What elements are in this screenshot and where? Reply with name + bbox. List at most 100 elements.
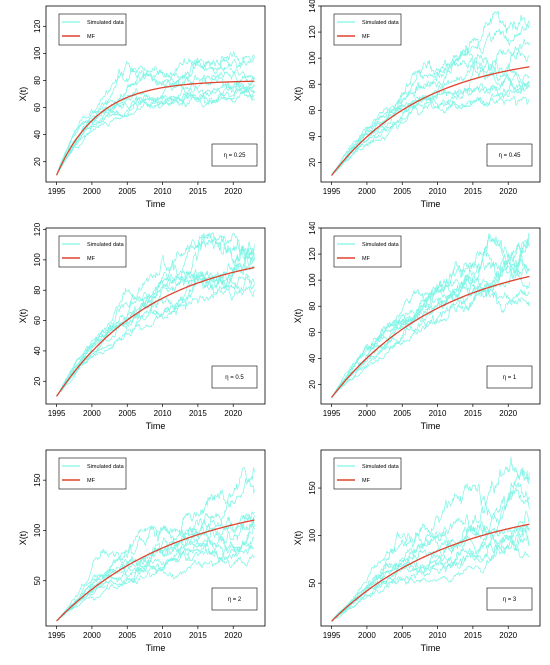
legend-mf-label: MF xyxy=(87,256,96,262)
chart-panel-3: 1995 2000 2005 2010 2015 2020 20 40 60 80 100 120 Ti… xyxy=(0,222,275,443)
simulated-path-2 xyxy=(56,519,255,622)
chart-panel-6: 1995 2000 2005 2010 2015 2020 50 100 150 Time X(t)… xyxy=(275,444,550,665)
y-tick-label: 80 xyxy=(33,285,42,294)
simulated-path-10 xyxy=(56,512,255,622)
x-tick-label: 2000 xyxy=(83,631,101,640)
simulated-path-6 xyxy=(56,80,255,176)
legend-simulated-label: Simulated data xyxy=(87,20,125,26)
x-tick-label: 2005 xyxy=(393,409,411,418)
x-tick-label: 1995 xyxy=(48,409,66,418)
chart-svg: 1995 2000 2005 2010 2015 202020406080100120Ti… xyxy=(18,222,266,431)
simulated-path-7 xyxy=(331,263,530,398)
simulated-path-2 xyxy=(331,521,530,622)
simulated-path-6 xyxy=(331,81,530,176)
x-axis-title: Time xyxy=(146,421,166,431)
eta-label: η = 2 xyxy=(228,597,242,603)
simulated-path-7 xyxy=(56,55,255,176)
legend-mf-label: MF xyxy=(87,478,96,484)
plot-frame xyxy=(45,449,266,627)
legend-simulated-label: Simulated data xyxy=(87,464,125,470)
y-tick-label: 100 xyxy=(33,253,42,267)
eta-label: η = 0.45 xyxy=(499,153,522,159)
mf-curve xyxy=(331,66,530,176)
y-tick-label: 20 xyxy=(308,379,317,388)
legend-simulated-label: Simulated data xyxy=(362,464,400,470)
legend-simulated-label: Simulated data xyxy=(362,242,400,248)
x-tick-label: 2015 xyxy=(464,409,482,418)
y-tick-label: 80 xyxy=(308,79,317,88)
x-tick-label: 2010 xyxy=(429,631,447,640)
legend-simulated-label: Simulated data xyxy=(87,242,125,248)
simulated-path-4 xyxy=(56,232,255,397)
eta-annotation: η = 0.25 xyxy=(211,143,258,167)
simulated-path-10 xyxy=(331,532,530,622)
simulated-path-6 xyxy=(56,525,255,622)
y-tick-label: 100 xyxy=(33,523,42,537)
legend-box xyxy=(333,235,402,268)
legend-mf-label: MF xyxy=(362,256,371,262)
y-tick-label: 60 xyxy=(33,316,42,325)
x-tick-label: 2005 xyxy=(118,409,136,418)
legend-mf-label: MF xyxy=(362,34,371,40)
simulated-path-8 xyxy=(331,468,530,622)
x-tick-label: 2010 xyxy=(154,409,172,418)
y-tick-label: 50 xyxy=(33,576,42,585)
x-tick-label: 1995 xyxy=(48,631,66,640)
x-axis-title: Time xyxy=(421,421,441,431)
y-axis-title: X(t) xyxy=(293,87,303,102)
simulated-path-8 xyxy=(331,242,530,398)
eta-box xyxy=(211,143,258,167)
eta-annotation: η = 1 xyxy=(486,365,533,389)
x-tick-label: 2015 xyxy=(464,631,482,640)
legend-box xyxy=(333,13,402,46)
x-tick-label: 2000 xyxy=(358,187,376,196)
x-tick-label: 1995 xyxy=(48,187,66,196)
x-tick-label: 2005 xyxy=(118,187,136,196)
x-tick-label: 2020 xyxy=(224,187,242,196)
y-tick-label: 140 xyxy=(308,0,317,13)
plot-area xyxy=(56,232,255,397)
legend: Simulated data MF xyxy=(58,13,127,46)
eta-box xyxy=(486,143,533,167)
y-tick-label: 60 xyxy=(33,103,42,112)
x-tick-label: 2020 xyxy=(224,631,242,640)
legend: Simulated data MF xyxy=(333,235,402,268)
chart-panel-1: 1995 2000 2005 2010 2015 2020 20 40 60 80 100 120 Ti… xyxy=(0,0,275,221)
y-tick-label: 50 xyxy=(308,578,317,587)
legend-simulated-label: Simulated data xyxy=(362,20,400,26)
y-tick-label: 20 xyxy=(33,157,42,166)
simulated-path-1 xyxy=(331,481,530,622)
y-tick-label: 120 xyxy=(33,19,42,33)
plot-area xyxy=(331,456,530,622)
plot-area xyxy=(56,51,255,176)
y-tick-label: 20 xyxy=(308,157,317,166)
legend-mf-label: MF xyxy=(87,34,96,40)
y-tick-label: 60 xyxy=(308,105,317,114)
y-tick-label: 120 xyxy=(308,247,317,261)
x-tick-label: 2015 xyxy=(189,187,207,196)
plot-area xyxy=(331,10,530,176)
legend-box xyxy=(333,457,402,490)
x-tick-label: 2010 xyxy=(154,187,172,196)
x-tick-label: 1995 xyxy=(323,409,341,418)
x-tick-label: 1995 xyxy=(323,187,341,196)
y-tick-label: 40 xyxy=(33,346,42,355)
x-tick-label: 2020 xyxy=(224,409,242,418)
eta-box xyxy=(486,587,533,611)
y-tick-label: 60 xyxy=(308,327,317,336)
simulated-path-3 xyxy=(56,467,255,622)
x-axis-title: Time xyxy=(421,199,441,209)
simulated-path-9 xyxy=(56,517,255,622)
chart-svg: 1995 2000 2005 2010 2015 20202040608010012014… xyxy=(293,0,541,209)
x-tick-label: 2020 xyxy=(499,631,517,640)
x-axis-title: Time xyxy=(146,643,166,653)
x-tick-label: 2000 xyxy=(83,187,101,196)
eta-annotation: η = 3 xyxy=(486,587,533,611)
x-tick-label: 2010 xyxy=(429,187,447,196)
eta-box xyxy=(486,365,533,389)
x-tick-label: 2005 xyxy=(118,631,136,640)
eta-annotation: η = 2 xyxy=(211,587,258,611)
eta-box xyxy=(211,365,258,389)
simulated-path-10 xyxy=(331,253,530,398)
y-axis-title: X(t) xyxy=(18,531,28,546)
